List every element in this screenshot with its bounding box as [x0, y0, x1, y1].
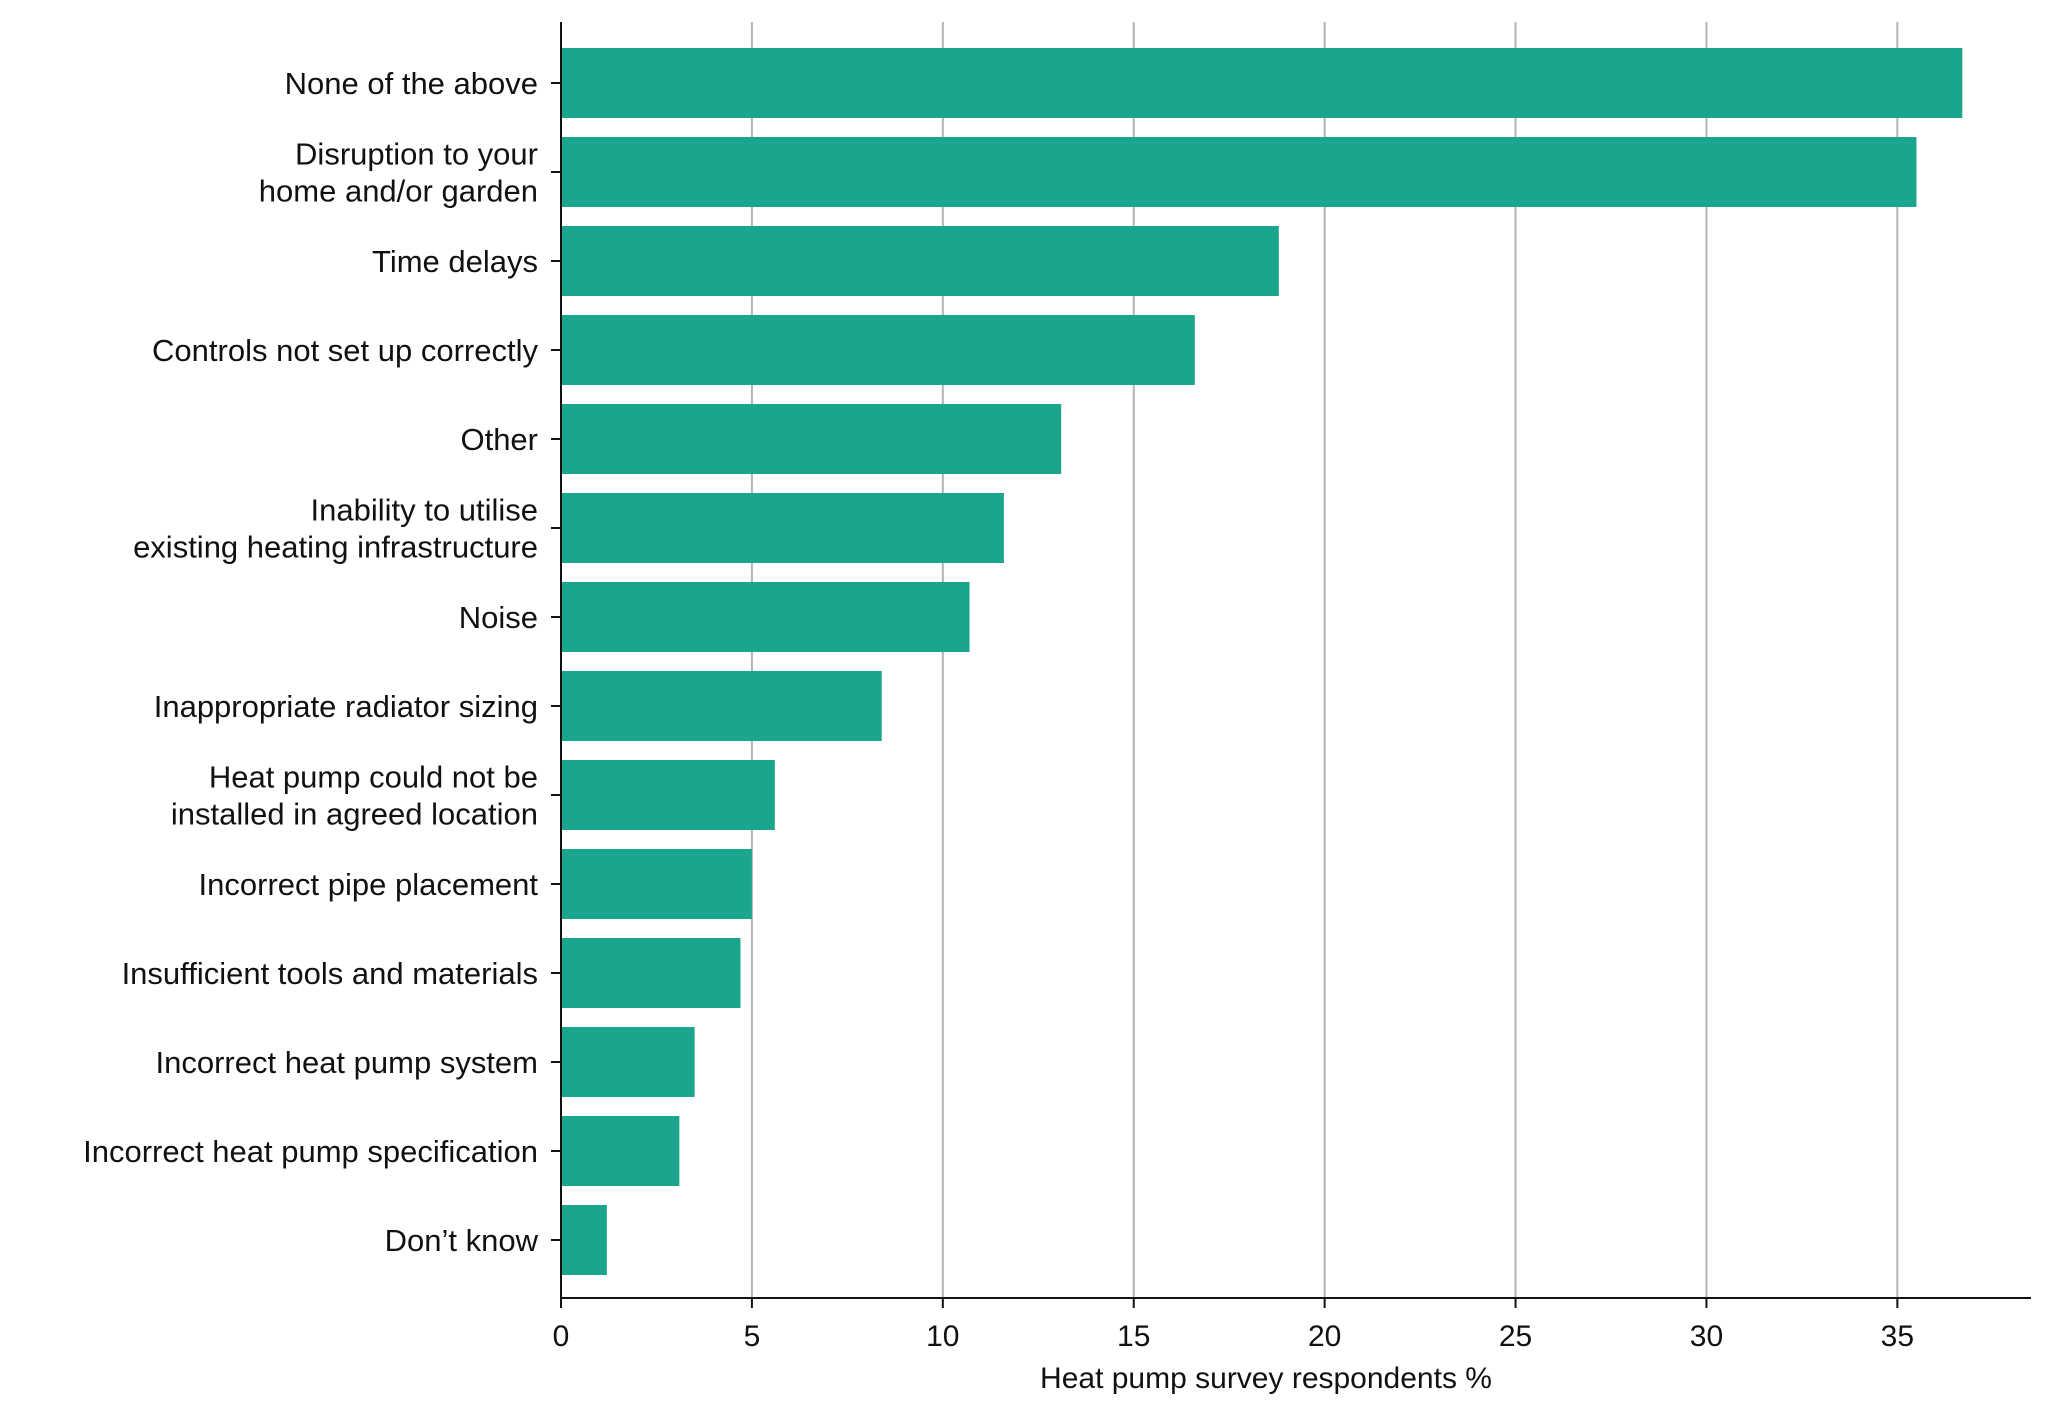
category-label: Incorrect pipe placement — [199, 867, 539, 902]
category-label-line: None of the above — [285, 66, 538, 101]
bar — [561, 226, 1279, 296]
bar — [561, 1205, 607, 1275]
bar — [561, 849, 752, 919]
category-label-line: Incorrect heat pump system — [156, 1045, 539, 1080]
category-label-line: Inappropriate radiator sizing — [154, 689, 538, 724]
category-label-line: Heat pump could not be — [209, 760, 538, 795]
category-label: Don’t know — [385, 1223, 539, 1258]
category-label: Time delays — [372, 244, 538, 279]
category-label-line: Insufficient tools and materials — [122, 956, 538, 991]
category-label: Inappropriate radiator sizing — [154, 689, 538, 724]
category-label: Disruption to your home and/or garden — [259, 137, 538, 209]
bar — [561, 137, 1917, 207]
x-axis-title: Heat pump survey respondents % — [1040, 1362, 1492, 1395]
category-label: Incorrect heat pump system — [156, 1045, 539, 1080]
bar — [561, 938, 741, 1008]
category-label: Incorrect heat pump specification — [83, 1134, 538, 1169]
bar — [561, 404, 1062, 474]
category-label: Insufficient tools and materials — [122, 956, 538, 991]
category-label: Other — [460, 422, 538, 457]
bar — [561, 582, 970, 652]
category-label: Controls not set up correctly — [152, 333, 538, 368]
x-tick-label: 10 — [926, 1320, 959, 1353]
x-tick-label: 35 — [1881, 1320, 1914, 1353]
category-label-line: existing heating infrastructure — [133, 530, 538, 565]
bar — [561, 48, 1963, 118]
category-label-line: Controls not set up correctly — [152, 333, 538, 368]
bar — [561, 760, 775, 830]
category-label-line: installed in agreed location — [171, 797, 538, 832]
x-tick-label: 5 — [744, 1320, 761, 1353]
category-label: None of the above — [285, 66, 538, 101]
category-label-line: Inability to utilise — [311, 493, 538, 528]
category-label: Inability to utilise existing heating inf… — [133, 493, 538, 565]
bars — [561, 48, 1963, 1275]
x-tick-label: 30 — [1690, 1320, 1723, 1353]
y-axis-ticks: None of the above Disruption to your home … — [83, 66, 561, 1258]
category-label-line: Other — [460, 422, 538, 457]
bar — [561, 1116, 680, 1186]
bar — [561, 1027, 695, 1097]
x-tick-label: 15 — [1117, 1320, 1150, 1353]
category-label-line: home and/or garden — [259, 174, 538, 209]
bar — [561, 315, 1195, 385]
category-label-line: Incorrect heat pump specification — [83, 1134, 538, 1169]
bar — [561, 493, 1004, 563]
x-tick-label: 25 — [1499, 1320, 1532, 1353]
gridlines — [750, 22, 1899, 1298]
category-label-line: Incorrect pipe placement — [199, 867, 539, 902]
x-tick-label: 20 — [1308, 1320, 1341, 1353]
x-axis-ticks: 0 5 10 15 20 25 30 35 — [553, 1298, 1914, 1353]
category-label-line: Time delays — [372, 244, 538, 279]
category-label: Noise — [459, 600, 538, 635]
bar — [561, 671, 882, 741]
category-label-line: Noise — [459, 600, 538, 635]
category-label: Heat pump could not be installed in agree… — [171, 760, 538, 832]
category-label-line: Don’t know — [385, 1223, 539, 1258]
axes — [560, 22, 2031, 1299]
x-tick-label: 0 — [553, 1320, 570, 1353]
category-label-line: Disruption to your — [295, 137, 538, 172]
